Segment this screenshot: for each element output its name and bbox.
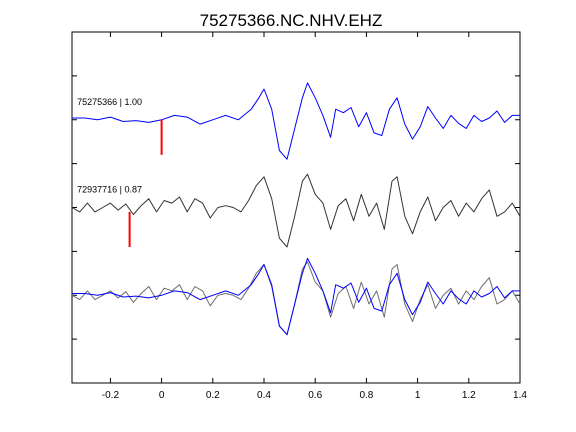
x-tick-label: 0.8 [359,390,373,401]
x-axis: -0.2 0 0.2 0.4 0.6 0.8 1 1.2 1.4 [102,32,527,401]
trace-overlay-72937716 [71,261,521,336]
x-tick-label: 0.4 [257,390,271,401]
x-tick-label: 1.4 [513,390,527,401]
trace-label: 72937716 | 0.87 [77,185,142,195]
x-tick-label: 1.2 [462,390,476,401]
waveform-traces [71,82,521,336]
x-tick-label: -0.2 [102,390,120,401]
x-tick-label: 0.2 [206,390,220,401]
trace-72937716 [71,173,521,248]
x-tick-label: 0 [159,390,165,401]
chart-title: 75275366.NC.NHV.EHZ [200,11,383,30]
x-tick-label: 1 [415,390,421,401]
trace-75275366 [72,82,520,160]
trace-label: 75275366 | 1.00 [77,97,142,107]
x-tick-label: 0.6 [308,390,322,401]
pick-markers [128,119,163,247]
trace-annotations: 75275366 | 1.00 72937716 | 0.87 [77,97,142,195]
trace-overlay-75275366 [72,257,520,336]
